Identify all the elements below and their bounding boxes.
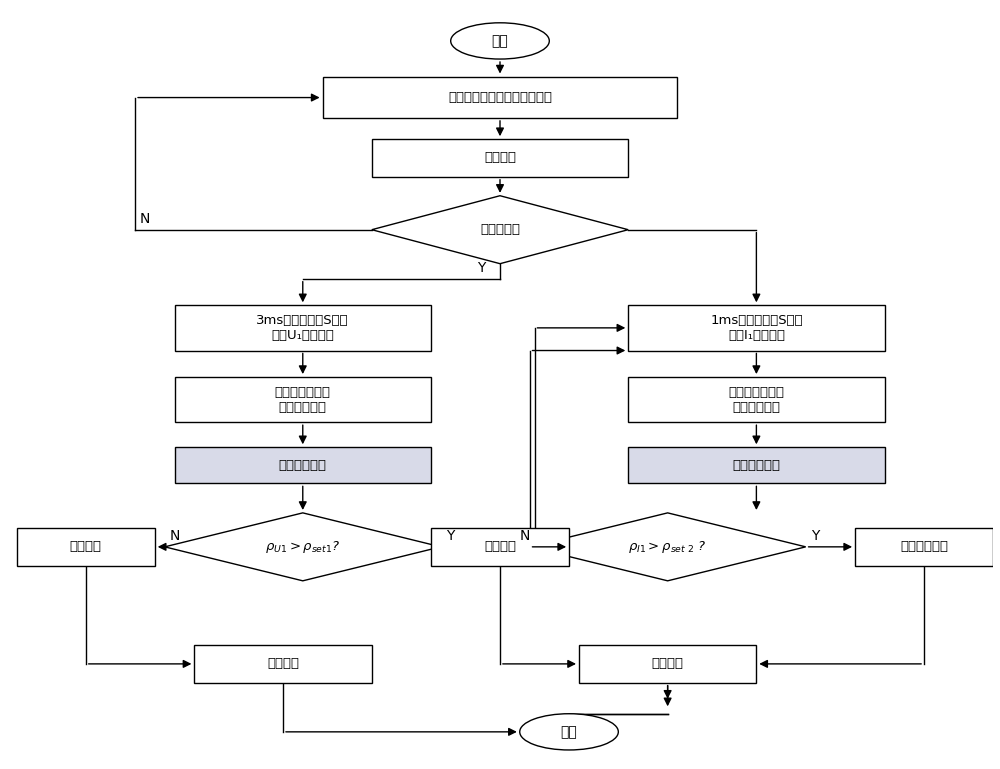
FancyBboxPatch shape [175,305,431,351]
Text: 计算二者比值: 计算二者比值 [279,459,327,472]
Text: 普通短路故障: 普通短路故障 [900,541,948,554]
Text: 雷击干扰: 雷击干扰 [70,541,102,554]
FancyBboxPatch shape [579,645,756,683]
Polygon shape [165,513,441,581]
FancyBboxPatch shape [628,305,885,351]
FancyBboxPatch shape [372,139,628,177]
FancyBboxPatch shape [175,448,431,484]
Ellipse shape [451,23,549,59]
Text: 整流侧正负极电压、电流输入: 整流侧正负极电压、电流输入 [448,91,552,104]
FancyBboxPatch shape [175,377,431,422]
Text: N: N [519,529,530,543]
Text: 1ms时窗内广义S变换
得到I₁时频矩阵: 1ms时窗内广义S变换 得到I₁时频矩阵 [710,314,803,342]
Text: 3ms时窗内广义S变换
得到U₁时频矩阵: 3ms时窗内广义S变换 得到U₁时频矩阵 [256,314,349,342]
FancyBboxPatch shape [17,528,155,566]
Text: 保护启动？: 保护启动？ [480,223,520,236]
Text: Y: Y [811,529,819,543]
Text: 保护复归: 保护复归 [267,657,299,671]
Text: 计算二者比值: 计算二者比值 [732,459,780,472]
Text: N: N [140,212,150,226]
Text: 开始: 开始 [492,34,508,48]
Ellipse shape [520,714,618,750]
Polygon shape [530,513,806,581]
FancyBboxPatch shape [431,528,569,566]
Text: 雷击故障: 雷击故障 [484,541,516,554]
FancyBboxPatch shape [628,448,885,484]
Text: Y: Y [446,529,454,543]
Text: $\rho_{I1} > \rho_{set\ 2}$ ?: $\rho_{I1} > \rho_{set\ 2}$ ? [628,539,707,555]
Text: 计算电压低频能
量、高频能量: 计算电压低频能 量、高频能量 [275,385,331,414]
Text: N: N [170,529,180,543]
Text: 结束: 结束 [561,725,577,739]
Text: Y: Y [477,261,485,275]
Text: 计算电压低频能
量、高频能量: 计算电压低频能 量、高频能量 [728,385,784,414]
FancyBboxPatch shape [322,77,677,118]
Polygon shape [372,196,628,264]
Text: 保护出口: 保护出口 [652,657,684,671]
FancyBboxPatch shape [194,645,372,683]
FancyBboxPatch shape [855,528,993,566]
Text: 相模变换: 相模变换 [484,151,516,165]
Text: $\rho_{U1} > \rho_{set1}$?: $\rho_{U1} > \rho_{set1}$? [265,539,340,555]
FancyBboxPatch shape [628,377,885,422]
